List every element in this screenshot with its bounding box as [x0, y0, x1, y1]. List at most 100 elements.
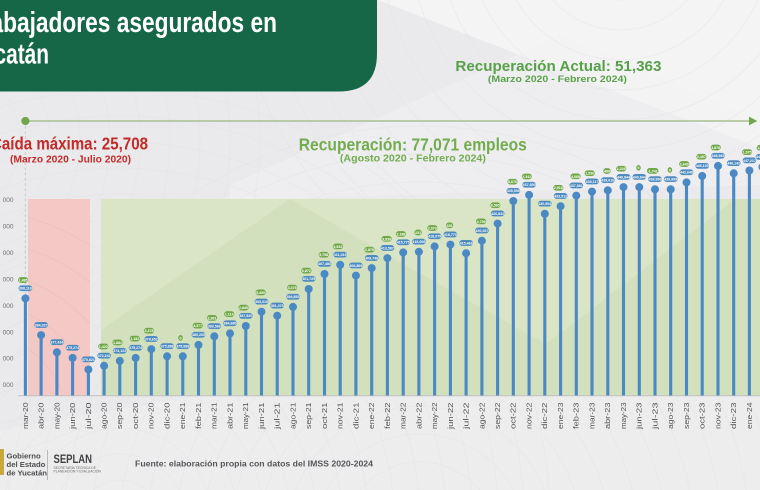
svg-text:feb-23: feb-23 [574, 402, 581, 429]
svg-text:411,015: 411,015 [334, 253, 347, 257]
svg-text:Caída máxima: 25,708: Caída máxima: 25,708 [0, 134, 148, 154]
svg-text:231: 231 [415, 231, 421, 235]
svg-text:426,832: 426,832 [491, 212, 504, 216]
svg-text:375,888: 375,888 [161, 345, 174, 349]
svg-text:ene-22: ene-22 [369, 402, 376, 429]
svg-text:nov-21: nov-21 [338, 402, 345, 429]
svg-text:398,116: 398,116 [19, 287, 32, 291]
svg-text:446,142: 446,142 [727, 162, 740, 166]
svg-text:2,840: 2,840 [239, 306, 248, 310]
svg-text:oct-22: oct-22 [511, 402, 518, 429]
svg-text:ago-23: ago-23 [668, 402, 675, 429]
svg-text:6,565: 6,565 [491, 204, 500, 208]
svg-text:SEPLAN: SEPLAN [54, 452, 93, 466]
svg-text:dic-20: dic-20 [165, 402, 172, 429]
svg-text:sep-22: sep-22 [495, 402, 502, 429]
svg-text:3,878: 3,878 [711, 146, 720, 150]
svg-text:2,649: 2,649 [680, 163, 689, 167]
svg-text:5,758: 5,758 [319, 253, 328, 257]
svg-text:sep-20: sep-20 [117, 402, 124, 429]
svg-text:2,918: 2,918 [554, 186, 563, 190]
svg-text:jun-23: jun-23 [637, 402, 644, 430]
svg-text:413,587: 413,587 [381, 246, 394, 250]
svg-text:may-23: may-23 [621, 402, 628, 429]
svg-text:384,027: 384,027 [35, 323, 48, 327]
svg-text:2,879: 2,879 [365, 248, 374, 252]
svg-text:387,520: 387,520 [239, 314, 252, 318]
svg-text:mar-23: mar-23 [589, 402, 596, 429]
svg-text:mar-21: mar-21 [212, 402, 219, 429]
svg-text:000: 000 [3, 277, 14, 284]
svg-text:499: 499 [604, 170, 610, 174]
svg-text:ago-21: ago-21 [290, 402, 297, 429]
svg-text:nov-23: nov-23 [715, 402, 722, 429]
svg-text:1,343: 1,343 [757, 146, 760, 150]
svg-text:391,475: 391,475 [271, 304, 284, 308]
svg-text:ene-23: ene-23 [558, 402, 565, 429]
svg-text:(Marzo 2020 - Febrero 2024): (Marzo 2020 - Febrero 2024) [488, 74, 627, 85]
svg-text:437,850: 437,850 [523, 183, 536, 187]
svg-text:2,342: 2,342 [522, 175, 531, 179]
svg-text:oct-20: oct-20 [133, 402, 140, 429]
svg-text:439,117: 439,117 [586, 180, 599, 184]
svg-text:1,152: 1,152 [130, 337, 139, 341]
svg-text:4,069: 4,069 [571, 175, 580, 179]
svg-text:1,536: 1,536 [585, 172, 594, 176]
svg-text:(Agosto 2020 - Febrero 2024): (Agosto 2020 - Febrero 2024) [340, 154, 486, 165]
svg-text:000: 000 [3, 329, 14, 336]
svg-text:1,075: 1,075 [743, 151, 752, 155]
svg-text:0: 0 [669, 169, 671, 173]
svg-text:jul-22: jul-22 [464, 402, 471, 430]
svg-text:375,888: 375,888 [176, 345, 189, 349]
svg-text:feb-22: feb-22 [385, 402, 392, 429]
svg-text:nov-20: nov-20 [149, 402, 156, 429]
svg-text:1,881: 1,881 [113, 341, 122, 345]
svg-text:378,652: 378,652 [145, 337, 158, 341]
svg-text:may-20: may-20 [54, 402, 61, 429]
svg-text:jun-21: jun-21 [259, 402, 266, 430]
svg-text:oct-21: oct-21 [322, 402, 329, 429]
svg-text:Gobierno: Gobierno [7, 452, 41, 461]
svg-text:430,594: 430,594 [538, 202, 551, 206]
svg-text:394,853: 394,853 [287, 295, 300, 299]
svg-text:000: 000 [3, 356, 14, 363]
svg-text:433,512: 433,512 [554, 194, 567, 198]
svg-text:de Yucatán: de Yucatán [7, 468, 48, 477]
svg-text:439,616: 439,616 [601, 179, 614, 183]
svg-text:dic-22: dic-22 [542, 402, 549, 429]
svg-text:420,267: 420,267 [475, 229, 488, 233]
svg-text:416,006: 416,006 [412, 240, 425, 244]
svg-text:418,770: 418,770 [444, 233, 457, 237]
svg-text:000: 000 [3, 303, 14, 310]
svg-text:Trabajadores asegurados en: Trabajadores asegurados en [0, 7, 277, 39]
svg-text:409,748: 409,748 [365, 256, 378, 260]
svg-text:393,010: 393,010 [255, 300, 268, 304]
svg-text:Yucatán: Yucatán [0, 39, 49, 71]
svg-text:406,869: 406,869 [349, 264, 362, 268]
svg-text:439,999: 439,999 [664, 178, 677, 182]
svg-text:1,114: 1,114 [225, 313, 234, 317]
svg-text:377,424: 377,424 [50, 341, 63, 345]
svg-text:feb-21: feb-21 [196, 402, 203, 429]
svg-text:439,999: 439,999 [649, 178, 662, 182]
svg-text:nov-22: nov-22 [527, 402, 534, 429]
svg-text:Recuperación: 77,071 empleos: Recuperación: 77,071 empleos [299, 135, 527, 155]
svg-text:415,775: 415,775 [397, 241, 410, 245]
svg-text:383,566: 383,566 [208, 325, 221, 329]
svg-text:1,485: 1,485 [19, 278, 28, 282]
svg-text:448,560: 448,560 [756, 155, 760, 159]
svg-text:(Marzo 2020 - Julio 2020): (Marzo 2020 - Julio 2020) [10, 154, 131, 165]
svg-text:-1,741: -1,741 [648, 169, 658, 173]
svg-text:abr-22: abr-22 [416, 402, 423, 429]
svg-text:Fuente: elaboración propia con: Fuente: elaboración propia con datos del… [135, 459, 373, 469]
svg-text:418,079: 418,079 [428, 235, 441, 239]
svg-text:mar-20: mar-20 [23, 402, 30, 429]
svg-text:jun-20: jun-20 [70, 402, 77, 430]
svg-text:jul-20: jul-20 [86, 402, 93, 430]
svg-text:4,377: 4,377 [193, 324, 202, 328]
svg-text:abr-23: abr-23 [605, 402, 612, 429]
svg-text:375,274: 375,274 [66, 346, 79, 350]
svg-text:may-22: may-22 [432, 402, 439, 429]
svg-text:mar-22: mar-22 [401, 402, 408, 429]
svg-text:2,073: 2,073 [428, 227, 437, 231]
